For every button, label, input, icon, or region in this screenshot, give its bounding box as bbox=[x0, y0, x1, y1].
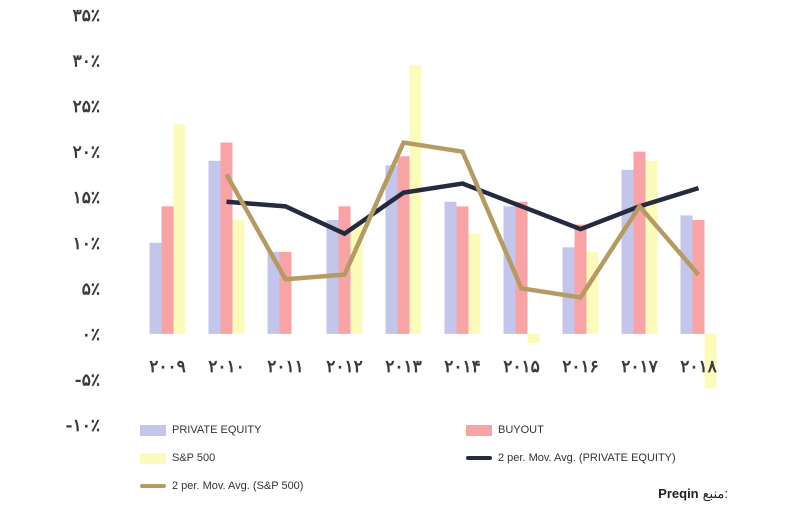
legend-swatch bbox=[140, 424, 166, 436]
bar-private-equity-7 bbox=[562, 247, 575, 334]
legend-swatch bbox=[140, 452, 166, 464]
bar-buyout-7 bbox=[574, 224, 587, 334]
bar-s-p-500-9 bbox=[704, 333, 717, 389]
bar-private-equity-8 bbox=[621, 169, 634, 334]
y-tick-label: ۱۰٪ bbox=[73, 234, 100, 254]
bar-s-p-500-4 bbox=[409, 65, 422, 334]
legend-swatch bbox=[140, 484, 166, 488]
bar-buyout-4 bbox=[397, 156, 410, 334]
bar-private-equity-4 bbox=[385, 165, 398, 334]
bars bbox=[149, 65, 717, 389]
bar-s-p-500-5 bbox=[468, 233, 481, 334]
legend-item-ma-sp500: 2 per. Mov. Avg. (S&P 500) bbox=[140, 480, 303, 492]
x-tick-label: ۲۰۱۲ bbox=[326, 357, 363, 377]
x-axis: ۲۰۰۹ ۲۰۱۰ ۲۰۱۱ ۲۰۱۲ ۲۰۱۳ ۲۰۱۴ ۲۰۱۵ ۲۰۱۶ ۲۰۱۷ ۲۰۱۸ bbox=[149, 357, 717, 377]
line-2-per-mov-avg-private-equity- bbox=[226, 181, 700, 237]
legend-label: 2 per. Mov. Avg. (PRIVATE EQUITY) bbox=[498, 452, 676, 464]
bar-private-equity-1 bbox=[208, 160, 221, 334]
line-2-per-mov-avg-s-p-500- bbox=[224, 140, 701, 300]
bar-private-equity-9 bbox=[680, 215, 693, 334]
y-tick-label: ۳۰٪ bbox=[73, 52, 100, 72]
y-tick-label: -۵٪ bbox=[75, 370, 100, 390]
x-tick-label: ۲۰۱۷ bbox=[621, 357, 658, 377]
y-tick-label: ۲۰٪ bbox=[73, 143, 100, 163]
bar-s-p-500-1 bbox=[232, 220, 245, 334]
y-tick-label: ۲۵٪ bbox=[73, 97, 100, 117]
bar-buyout-0 bbox=[161, 206, 174, 334]
source-label: منبع: bbox=[702, 486, 728, 501]
x-tick-label: ۲۰۱۵ bbox=[503, 357, 540, 377]
legend-item-buyout: BUYOUT bbox=[466, 424, 544, 436]
legend-label: PRIVATE EQUITY bbox=[172, 424, 262, 436]
legend-item-ma-private-equity: 2 per. Mov. Avg. (PRIVATE EQUITY) bbox=[466, 452, 676, 464]
x-tick-label: ۲۰۱۸ bbox=[680, 357, 717, 377]
lines bbox=[224, 140, 701, 300]
legend-label: BUYOUT bbox=[498, 424, 544, 436]
x-tick-label: ۲۰۱۱ bbox=[267, 357, 304, 377]
bar-buyout-2 bbox=[279, 251, 292, 334]
x-tick-label: ۲۰۱۶ bbox=[562, 357, 599, 377]
bar-buyout-1 bbox=[220, 142, 233, 334]
bar-buyout-5 bbox=[456, 206, 469, 334]
x-tick-label: ۲۰۱۳ bbox=[385, 357, 422, 377]
bar-s-p-500-0 bbox=[173, 124, 186, 334]
source-note: Preqin منبع: bbox=[658, 486, 728, 502]
x-tick-label: ۲۰۰۹ bbox=[149, 357, 186, 377]
y-tick-label: -۱۰٪ bbox=[66, 416, 100, 436]
legend-item-sp500: S&P 500 bbox=[140, 452, 215, 464]
bar-s-p-500-6 bbox=[527, 333, 540, 343]
bar-s-p-500-7 bbox=[586, 251, 599, 334]
bar-s-p-500-8 bbox=[645, 160, 658, 334]
y-tick-label: ۳۵٪ bbox=[73, 6, 100, 26]
legend-swatch bbox=[466, 456, 492, 460]
bar-private-equity-5 bbox=[444, 201, 457, 334]
bar-private-equity-0 bbox=[149, 242, 162, 334]
y-tick-label: ۵٪ bbox=[82, 279, 100, 299]
bar-buyout-8 bbox=[633, 151, 646, 334]
x-tick-label: ۲۰۱۰ bbox=[208, 357, 245, 377]
bar-buyout-6 bbox=[515, 201, 528, 334]
bar-private-equity-2 bbox=[267, 251, 280, 334]
bar-buyout-9 bbox=[692, 220, 705, 334]
legend-item-private-equity: PRIVATE EQUITY bbox=[140, 424, 261, 436]
y-axis: ۳۵٪ ۳۰٪ ۲۵٪ ۲۰٪ ۱۵٪ ۱۰٪ ۵٪ ۰٪ -۵٪ -۱۰٪ bbox=[66, 6, 100, 436]
legend-label: 2 per. Mov. Avg. (S&P 500) bbox=[172, 480, 304, 492]
legend-swatch bbox=[466, 424, 492, 436]
bar-private-equity-6 bbox=[503, 206, 516, 334]
source-value: Preqin bbox=[658, 486, 699, 501]
legend-label: S&P 500 bbox=[172, 452, 216, 464]
x-tick-label: ۲۰۱۴ bbox=[444, 357, 481, 377]
y-tick-label: ۱۵٪ bbox=[73, 188, 100, 208]
y-tick-label: ۰٪ bbox=[82, 325, 100, 345]
